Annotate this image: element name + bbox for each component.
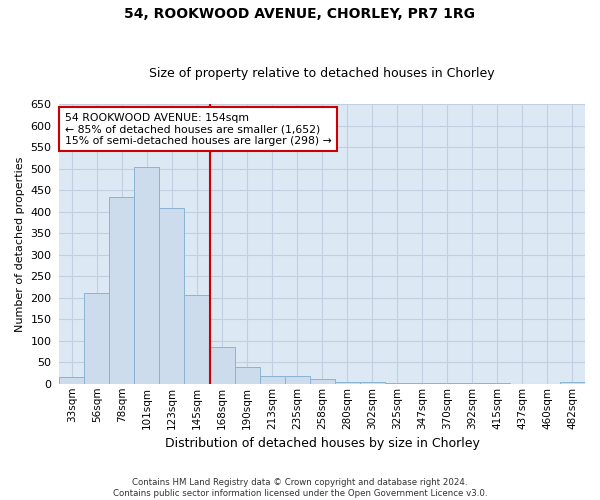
Text: 54, ROOKWOOD AVENUE, CHORLEY, PR7 1RG: 54, ROOKWOOD AVENUE, CHORLEY, PR7 1RG [125, 8, 476, 22]
Bar [209, 347, 235, 384]
Bar [85, 292, 109, 384]
Bar [560, 382, 585, 384]
Bar [310, 380, 335, 384]
Text: Contains HM Land Registry data © Crown copyright and database right 2024.
Contai: Contains HM Land Registry data © Crown c… [113, 478, 487, 498]
Bar [235, 368, 260, 384]
Bar [435, 383, 460, 384]
Bar [485, 383, 510, 384]
Bar [160, 208, 184, 384]
Bar [184, 295, 209, 384]
Bar [460, 383, 485, 384]
Bar [59, 378, 85, 384]
Bar [360, 382, 385, 384]
Title: Size of property relative to detached houses in Chorley: Size of property relative to detached ho… [149, 66, 495, 80]
Bar [134, 168, 160, 384]
Text: 54 ROOKWOOD AVENUE: 154sqm
← 85% of detached houses are smaller (1,652)
15% of s: 54 ROOKWOOD AVENUE: 154sqm ← 85% of deta… [65, 112, 331, 146]
Y-axis label: Number of detached properties: Number of detached properties [15, 156, 25, 332]
Bar [385, 383, 410, 384]
Bar [410, 383, 435, 384]
Bar [284, 376, 310, 384]
X-axis label: Distribution of detached houses by size in Chorley: Distribution of detached houses by size … [165, 437, 479, 450]
Bar [109, 196, 134, 384]
Bar [335, 382, 360, 384]
Bar [260, 376, 284, 384]
